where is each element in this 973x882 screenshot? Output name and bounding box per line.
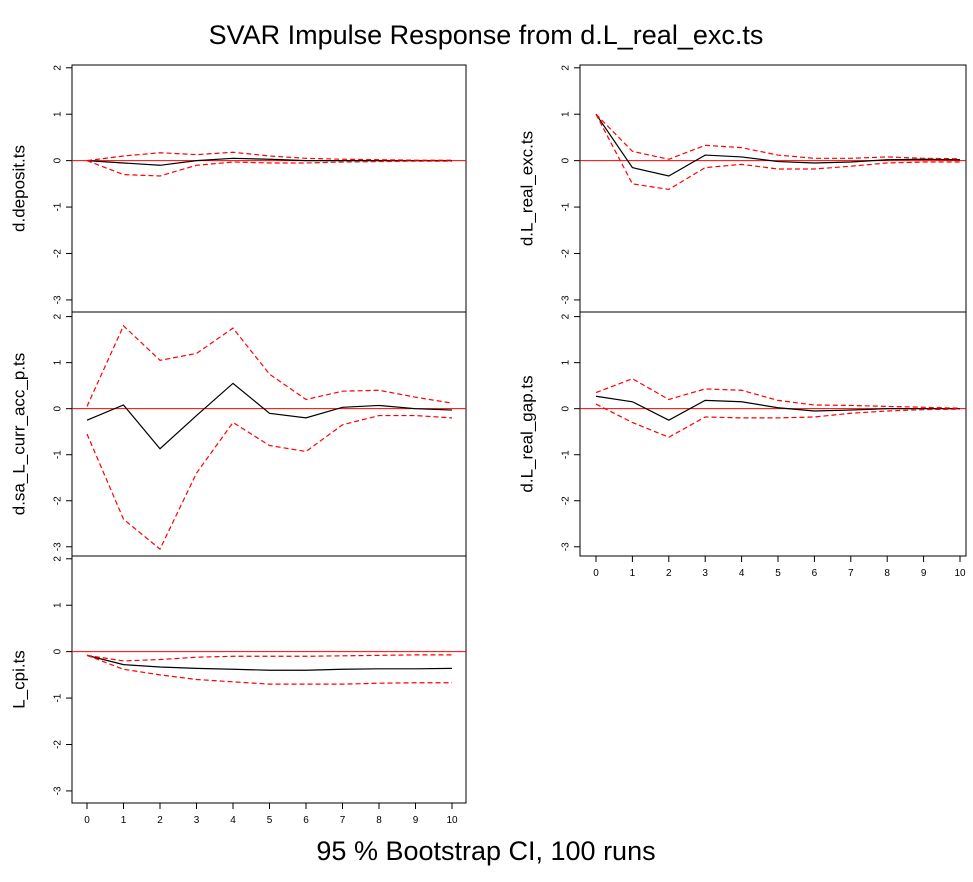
y-tick-label: 1 xyxy=(53,602,64,608)
x-tick-label: 5 xyxy=(775,568,781,579)
x-tick-label: 10 xyxy=(446,815,458,826)
response-line xyxy=(86,157,452,166)
y-tick-label: -1 xyxy=(53,450,64,459)
y-axis-label: d.sa_L_curr_acc_p.ts xyxy=(9,353,28,516)
x-tick-label: 4 xyxy=(739,568,745,579)
panel-frame xyxy=(71,555,467,804)
y-tick-label: 0 xyxy=(53,157,64,163)
ci-line xyxy=(595,403,961,438)
figure-title: SVAR Impulse Response from d.L_real_exc.… xyxy=(209,20,764,50)
y-tick-label: -1 xyxy=(53,202,64,211)
y-tick-label: -1 xyxy=(561,450,572,459)
y-tick-label: 2 xyxy=(561,65,572,71)
y-tick-label: -1 xyxy=(561,202,572,211)
y-axis-label: d.L_real_exc.ts xyxy=(517,131,536,246)
ci-line xyxy=(86,151,452,162)
y-tick-label: -3 xyxy=(53,542,64,551)
y-tick-label: 0 xyxy=(53,405,64,411)
x-tick-label: 1 xyxy=(630,568,636,579)
panel-frame xyxy=(71,64,467,313)
x-tick-label: 1 xyxy=(121,815,127,826)
ci-line xyxy=(595,113,961,160)
response-line xyxy=(595,113,961,177)
x-tick-label: 9 xyxy=(413,815,419,826)
ci-line xyxy=(86,654,452,685)
y-tick-label: -2 xyxy=(53,496,64,505)
ci-line xyxy=(86,324,453,407)
y-tick-label: -2 xyxy=(561,496,572,505)
y-tick-label: 0 xyxy=(53,648,64,654)
response-line xyxy=(86,382,453,450)
response-line xyxy=(86,654,453,671)
y-tick-label: -2 xyxy=(53,740,64,749)
x-tick-label: 3 xyxy=(702,568,708,579)
x-tick-label: 9 xyxy=(921,568,927,579)
ci-line xyxy=(595,378,961,409)
y-tick-label: -3 xyxy=(53,295,64,304)
y-tick-label: 1 xyxy=(53,111,64,117)
y-tick-label: 1 xyxy=(561,111,572,117)
y-tick-label: -3 xyxy=(561,295,572,304)
ci-line xyxy=(86,160,452,177)
y-tick-label: 2 xyxy=(53,65,64,71)
x-tick-label: 0 xyxy=(84,815,90,826)
x-tick-label: 7 xyxy=(848,568,854,579)
y-tick-label: -1 xyxy=(53,693,64,702)
x-tick-label: 8 xyxy=(376,815,382,826)
x-tick-label: 8 xyxy=(884,568,890,579)
y-tick-label: 1 xyxy=(53,359,64,365)
ci-line xyxy=(86,654,452,662)
y-tick-label: 2 xyxy=(53,313,64,319)
x-tick-label: 6 xyxy=(303,815,309,826)
response-line xyxy=(595,395,960,421)
x-tick-label: 7 xyxy=(340,815,346,826)
x-tick-label: 4 xyxy=(230,815,236,826)
x-tick-label: 2 xyxy=(157,815,163,826)
y-tick-label: 2 xyxy=(53,556,64,562)
y-tick-label: 0 xyxy=(561,157,572,163)
y-tick-label: 0 xyxy=(561,405,572,411)
x-tick-label: 2 xyxy=(666,568,672,579)
y-axis-label: d.L_real_gap.ts xyxy=(517,375,536,492)
ci-line xyxy=(86,414,453,551)
panel-frame xyxy=(71,311,467,557)
y-tick-label: -2 xyxy=(561,249,572,258)
panel-frame xyxy=(579,311,967,557)
y-tick-label: 1 xyxy=(561,359,572,365)
panel-frame xyxy=(579,64,967,313)
y-axis-label: d.deposit.ts xyxy=(9,145,28,232)
figure-caption: 95 % Bootstrap CI, 100 runs xyxy=(316,836,655,866)
ci-line xyxy=(595,113,960,191)
y-axis-label: L_cpi.ts xyxy=(9,650,28,709)
y-tick-label: -3 xyxy=(561,542,572,551)
x-tick-label: 3 xyxy=(194,815,200,826)
y-tick-label: -3 xyxy=(53,786,64,795)
x-tick-label: 10 xyxy=(954,568,966,579)
x-tick-label: 0 xyxy=(593,568,599,579)
y-tick-label: 2 xyxy=(561,313,572,319)
x-tick-label: 6 xyxy=(812,568,818,579)
y-tick-label: -2 xyxy=(53,249,64,258)
x-tick-label: 5 xyxy=(267,815,273,826)
